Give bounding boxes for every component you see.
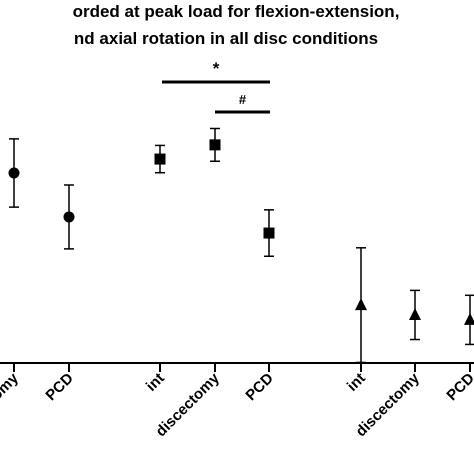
x-tick-label: int xyxy=(143,370,168,395)
point xyxy=(355,298,367,311)
point xyxy=(154,153,166,165)
chart-title-line: orded at peak load for flexion-extension… xyxy=(73,2,400,21)
point xyxy=(409,307,421,320)
x-tick-label: PCD xyxy=(242,370,277,405)
x-tick-label: PCD xyxy=(42,370,77,405)
point xyxy=(63,211,75,223)
point xyxy=(464,312,474,325)
significance-label: # xyxy=(239,92,247,107)
x-tick-label: discectomy xyxy=(0,369,22,440)
point xyxy=(8,167,20,179)
chart-title-line: nd axial rotation in all disc conditions xyxy=(74,29,378,48)
point xyxy=(263,227,275,239)
significance-label: * xyxy=(213,59,220,78)
point xyxy=(209,139,221,151)
x-tick-label: int xyxy=(344,370,369,395)
x-tick-label: PCD xyxy=(443,370,474,405)
